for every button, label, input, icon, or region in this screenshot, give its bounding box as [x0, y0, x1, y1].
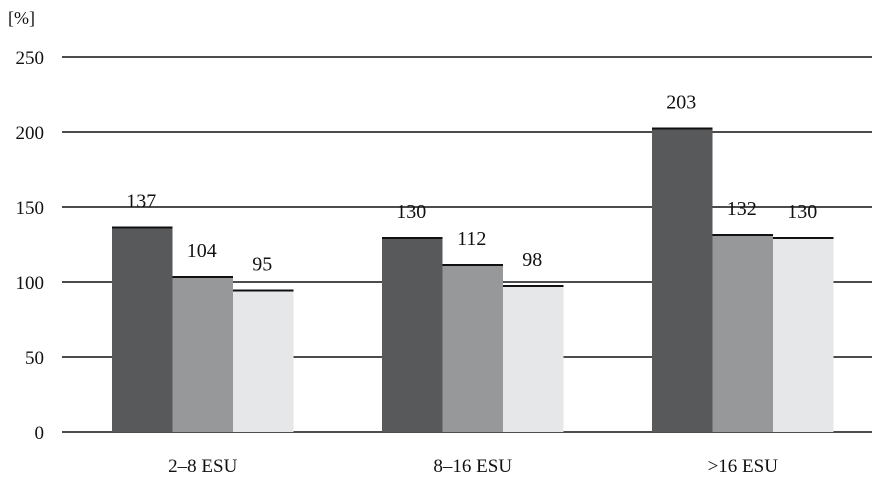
bar — [382, 237, 443, 432]
bar — [233, 289, 294, 432]
y-tick-label: 200 — [16, 123, 45, 144]
y-tick-label: 100 — [16, 273, 45, 294]
data-label: 104 — [187, 240, 217, 262]
bar — [503, 285, 564, 432]
y-unit-label: [%] — [8, 8, 35, 28]
bar — [712, 234, 773, 432]
bar — [442, 264, 503, 432]
bar — [652, 127, 713, 432]
bar — [172, 276, 233, 432]
x-category-label: >16 ESU — [708, 456, 779, 477]
y-tick-label: 250 — [16, 48, 45, 69]
bar — [773, 237, 834, 432]
y-tick-label: 0 — [35, 423, 45, 444]
bar — [112, 226, 173, 432]
x-category-label: 2–8 ESU — [168, 456, 237, 477]
data-label: 203 — [666, 92, 696, 114]
y-tick-label: 150 — [16, 198, 45, 219]
data-label: 130 — [787, 201, 817, 223]
data-label: 98 — [522, 249, 542, 271]
x-axis-categories: 2–8 ESU 8–16 ESU >16 ESU — [168, 456, 778, 477]
data-label: 95 — [252, 254, 272, 276]
y-tick-label: 50 — [25, 348, 44, 369]
data-label: 132 — [727, 198, 757, 220]
data-labels: 137 104 95 130 112 98 203 132 130 — [126, 92, 817, 276]
data-label: 112 — [457, 228, 486, 250]
bars — [112, 127, 834, 432]
data-label: 130 — [396, 201, 426, 223]
y-axis-ticks: 0 50 100 150 200 250 — [16, 48, 45, 444]
x-category-label: 8–16 ESU — [433, 456, 512, 477]
data-label: 137 — [126, 191, 156, 213]
